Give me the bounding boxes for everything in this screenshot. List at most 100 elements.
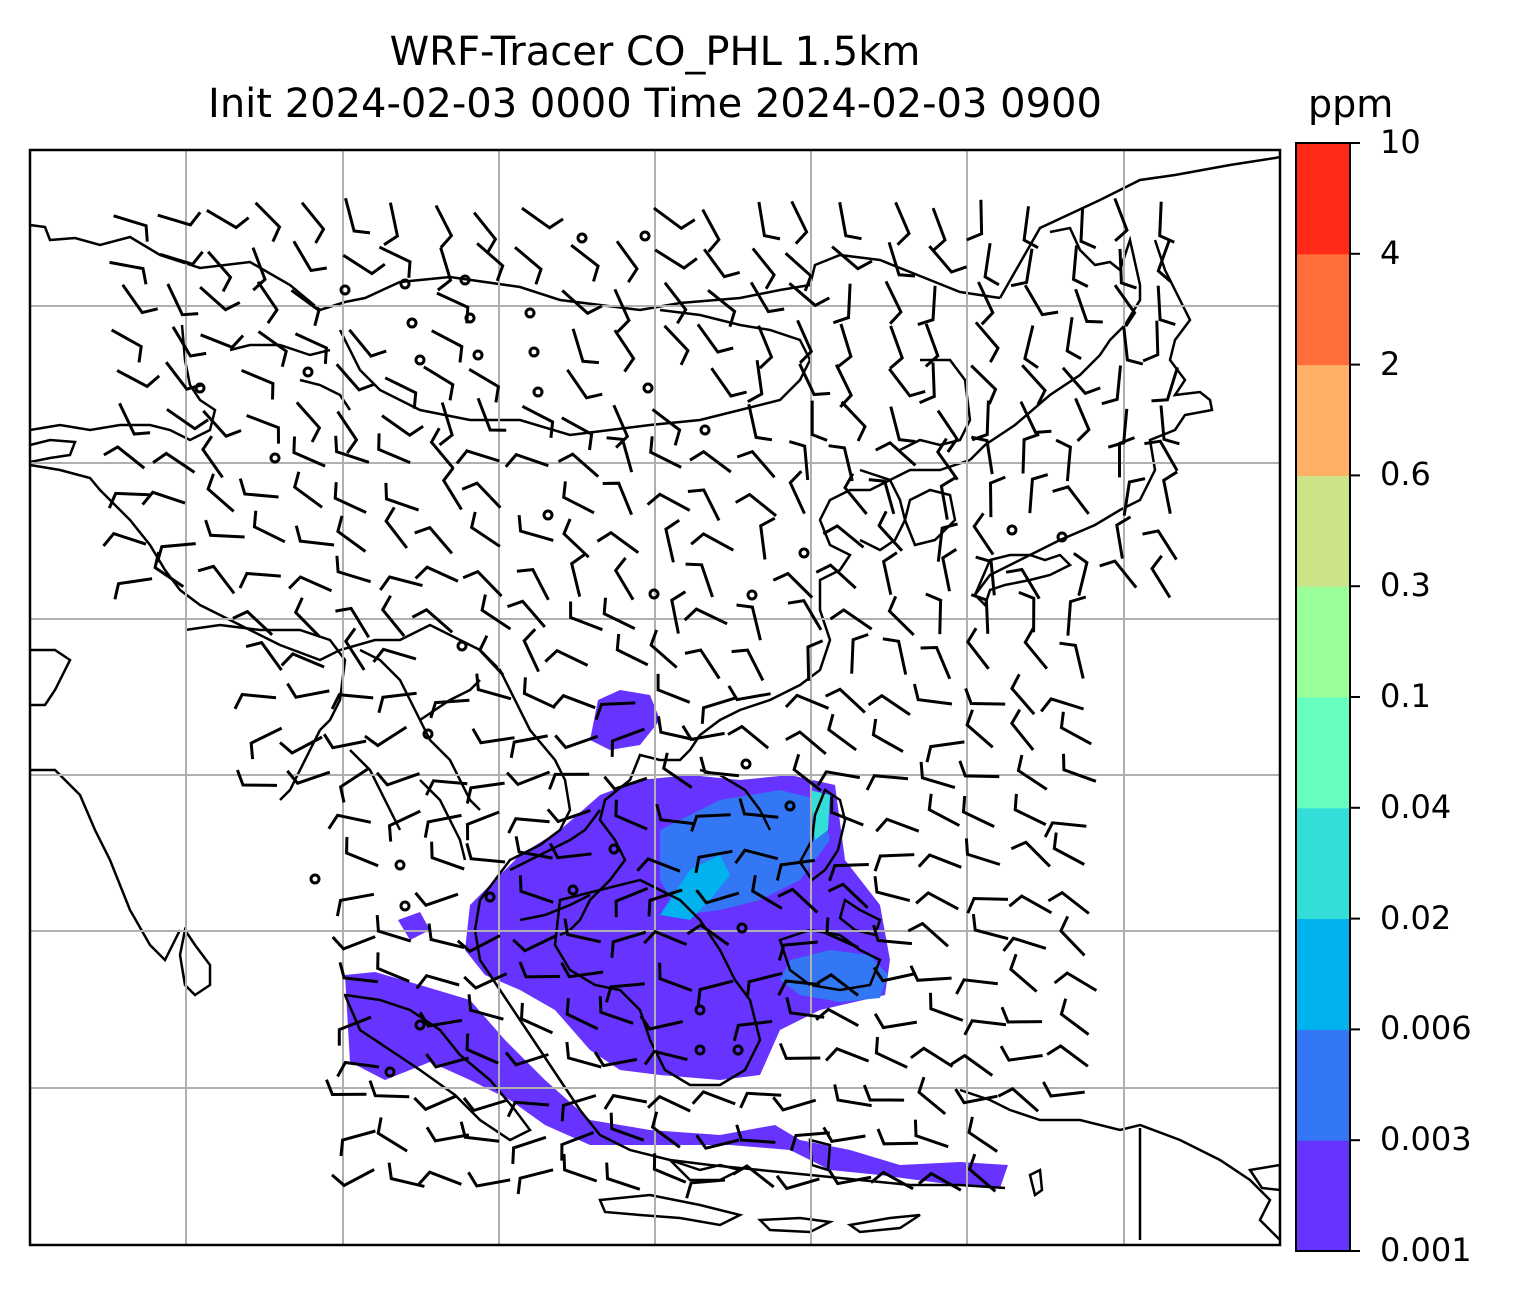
wind-barb <box>727 685 771 702</box>
colorbar-tick-label: 2 <box>1380 344 1401 383</box>
wind-barb <box>557 452 600 478</box>
wind-barb <box>1122 325 1144 366</box>
wind-barb <box>372 647 417 663</box>
wind-barbs <box>102 197 1180 1199</box>
wind-barb <box>915 891 959 911</box>
wind-barb <box>650 1111 681 1149</box>
wind-barb <box>646 1094 691 1113</box>
wind-barb <box>598 996 634 1025</box>
wind-barb <box>335 606 371 639</box>
wind-barb <box>109 260 148 285</box>
plume-core <box>660 855 730 920</box>
wind-barb <box>613 329 636 373</box>
wind-barb <box>788 470 806 515</box>
wind-barb <box>745 971 783 998</box>
wind-barb <box>335 555 372 584</box>
colorbar-unit-label: ppm <box>1308 82 1394 126</box>
wind-barb <box>602 481 633 516</box>
colorbar-tick-label: 0.6 <box>1380 455 1431 494</box>
wind-barb <box>1144 439 1179 472</box>
wind-barb <box>507 817 550 834</box>
wind-barb <box>965 627 990 670</box>
map-frame <box>28 148 1282 1247</box>
wind-barb <box>824 1047 870 1063</box>
wind-barb <box>702 248 741 279</box>
wind-barb <box>387 1162 425 1188</box>
gridlines <box>30 150 1280 1245</box>
wind-barb <box>335 363 375 392</box>
wind-barb <box>1023 284 1059 317</box>
wind-barb <box>562 518 590 559</box>
wind-barb <box>684 648 721 680</box>
wind-barb <box>152 451 196 474</box>
wind-barb <box>472 211 498 254</box>
wind-barb <box>1000 1006 1043 1024</box>
wind-barb <box>830 796 864 827</box>
wind-barb <box>889 406 916 443</box>
wind-barb <box>155 542 196 563</box>
wind-barb <box>828 444 854 482</box>
wind-barb <box>881 551 898 596</box>
wind-barb <box>1009 953 1038 993</box>
wind-barb <box>166 408 209 431</box>
wind-barb <box>292 471 323 509</box>
wind-barb <box>875 817 920 833</box>
wind-barb <box>757 201 781 241</box>
wind-barb <box>384 482 420 512</box>
wind-barb <box>377 433 411 464</box>
wind-barb <box>157 211 202 227</box>
wind-barb <box>792 753 822 792</box>
wind-barb <box>429 427 455 470</box>
wind-barb <box>777 887 819 914</box>
wind-barb <box>199 285 241 312</box>
wind-barb <box>376 1117 408 1153</box>
colorbar-tick-label: 10 <box>1380 123 1421 161</box>
wind-barb <box>280 652 325 669</box>
wind-barb <box>427 923 465 950</box>
wind-barb <box>565 997 599 1031</box>
wind-barb <box>336 1060 380 1078</box>
wind-barb <box>929 992 964 1022</box>
wind-barb <box>252 510 286 544</box>
wind-barb <box>815 563 857 590</box>
wind-barb <box>1158 201 1175 244</box>
wind-barb <box>873 853 915 872</box>
wind-barb <box>166 283 199 317</box>
wind-barb <box>877 510 904 552</box>
wind-barb <box>824 687 866 714</box>
wind-barb <box>375 914 412 943</box>
wind-barb <box>670 590 687 634</box>
wind-barb <box>822 1126 866 1143</box>
wind-barb <box>246 414 280 444</box>
wind-barb <box>204 519 245 539</box>
wind-barb <box>974 321 1000 363</box>
wind-barb <box>643 929 688 946</box>
wind-barb <box>875 440 917 467</box>
wind-barb <box>1002 936 1047 952</box>
wind-barb <box>462 1096 507 1113</box>
wind-barb <box>456 934 501 954</box>
wind-barb <box>1071 245 1089 288</box>
wind-barb <box>777 940 818 961</box>
wind-barb <box>649 436 682 469</box>
wind-barb <box>647 888 683 917</box>
wind-barb <box>1101 365 1122 406</box>
wind-barb <box>1016 754 1048 791</box>
wind-barb <box>201 435 224 479</box>
wind-barb <box>917 1171 962 1192</box>
wind-barb <box>751 875 783 910</box>
wind-barb <box>238 478 279 499</box>
wind-barb <box>887 595 915 637</box>
wind-barb <box>699 756 740 778</box>
wind-barb <box>544 648 589 667</box>
wind-barb <box>871 718 904 753</box>
wind-barb <box>342 253 386 276</box>
wind-barb <box>1055 438 1072 482</box>
plume-small <box>398 912 430 940</box>
calm-wind-marker <box>608 843 620 855</box>
wind-barb <box>700 696 737 724</box>
wind-barb <box>548 842 592 860</box>
wind-barb <box>238 571 281 589</box>
wind-barb <box>113 214 149 242</box>
wind-barb <box>376 952 410 983</box>
